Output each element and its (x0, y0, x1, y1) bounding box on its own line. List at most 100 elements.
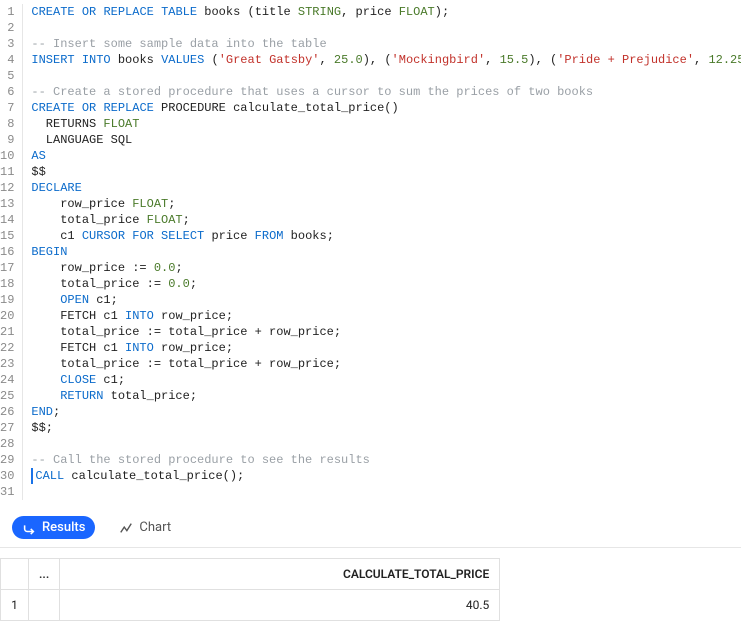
token-id: c1; (96, 373, 125, 387)
code-line[interactable]: CLOSE c1; (31, 372, 741, 388)
token-type: FLOAT (132, 197, 168, 211)
token-plain (75, 101, 82, 115)
code-line[interactable]: row_price := 0.0; (31, 260, 741, 276)
token-id: row_price (31, 197, 132, 211)
token-num: 0.0 (168, 277, 190, 291)
token-kw: VALUES (161, 53, 204, 67)
code-line[interactable] (31, 68, 741, 84)
token-plain (75, 5, 82, 19)
code-line[interactable]: total_price := 0.0; (31, 276, 741, 292)
token-id: ); (435, 5, 449, 19)
code-line[interactable]: $$; (31, 420, 741, 436)
code-line[interactable]: total_price FLOAT; (31, 212, 741, 228)
token-kw: INTO (82, 53, 111, 67)
token-plain (75, 53, 82, 67)
line-number: 9 (0, 132, 14, 148)
code-line[interactable]: FETCH c1 INTO row_price; (31, 308, 741, 324)
token-type: FLOAT (399, 5, 435, 19)
token-id: price (204, 229, 254, 243)
code-line[interactable]: LANGUAGE SQL (31, 132, 741, 148)
line-number: 28 (0, 436, 14, 452)
code-line[interactable] (31, 20, 741, 36)
token-id: ), ( (528, 53, 557, 67)
token-id: ; (190, 277, 197, 291)
dots-cell (29, 590, 60, 621)
line-number: 10 (0, 148, 14, 164)
line-number: 26 (0, 404, 14, 420)
token-cmt: -- Create a stored procedure that uses a… (31, 85, 593, 99)
token-id: ; (168, 197, 175, 211)
tab-chart[interactable]: Chart (109, 516, 181, 539)
code-line[interactable]: -- Call the stored procedure to see the … (31, 452, 741, 468)
token-id: books; (283, 229, 333, 243)
line-number: 24 (0, 372, 14, 388)
token-cmt: -- Insert some sample data into the tabl… (31, 37, 326, 51)
code-content[interactable]: CREATE OR REPLACE TABLE books (title STR… (31, 4, 741, 500)
token-cmt: -- Call the stored procedure to see the … (31, 453, 369, 467)
code-line[interactable]: $$ (31, 164, 741, 180)
code-line[interactable]: CREATE OR REPLACE TABLE books (title STR… (31, 4, 741, 20)
rownum-header (1, 559, 29, 590)
code-line[interactable]: BEGIN (31, 244, 741, 260)
token-id: , price (341, 5, 399, 19)
line-number: 21 (0, 324, 14, 340)
line-number: 19 (0, 292, 14, 308)
token-kw: BEGIN (31, 245, 67, 259)
code-editor[interactable]: 1234567891011121314151617181920212223242… (0, 0, 741, 500)
line-number: 20 (0, 308, 14, 324)
token-kw: CLOSE (31, 373, 96, 387)
token-id: ; (175, 261, 182, 275)
code-line[interactable] (31, 436, 741, 452)
token-id: c1 (31, 229, 81, 243)
tab-results[interactable]: Results (12, 516, 95, 539)
token-type: FLOAT (103, 117, 139, 131)
value-cell: 40.5 (60, 590, 500, 621)
token-kw: RETURN (31, 389, 103, 403)
code-line[interactable]: DECLARE (31, 180, 741, 196)
token-id: FETCH c1 (31, 341, 125, 355)
code-line[interactable]: CALL calculate_total_price(); (31, 468, 741, 484)
table-header-row: ... CALCULATE_TOTAL_PRICE (1, 559, 500, 590)
code-line[interactable]: AS (31, 148, 741, 164)
token-kw: CURSOR FOR SELECT (82, 229, 204, 243)
code-line[interactable]: END; (31, 404, 741, 420)
code-line[interactable]: INSERT INTO books VALUES ('Great Gatsby'… (31, 52, 741, 68)
token-id: RETURNS (31, 117, 103, 131)
code-line[interactable]: OPEN c1; (31, 292, 741, 308)
code-line[interactable]: RETURN total_price; (31, 388, 741, 404)
code-line[interactable]: total_price := total_price + row_price; (31, 356, 741, 372)
line-number: 13 (0, 196, 14, 212)
column-header[interactable]: CALCULATE_TOTAL_PRICE (60, 559, 500, 590)
code-line[interactable]: -- Create a stored procedure that uses a… (31, 84, 741, 100)
token-num: 0.0 (154, 261, 176, 275)
dots-header[interactable]: ... (29, 559, 60, 590)
token-kw: INSERT (31, 53, 74, 67)
token-id: books (111, 53, 161, 67)
token-kw: REPLACE (103, 101, 153, 115)
table-row[interactable]: 1 40.5 (1, 590, 500, 621)
line-number: 29 (0, 452, 14, 468)
code-line[interactable]: -- Insert some sample data into the tabl… (31, 36, 741, 52)
line-number: 5 (0, 68, 14, 84)
token-id: , (694, 53, 708, 67)
code-line[interactable] (31, 484, 741, 500)
code-line[interactable]: RETURNS FLOAT (31, 116, 741, 132)
token-id: $$ (31, 165, 45, 179)
code-line[interactable]: row_price FLOAT; (31, 196, 741, 212)
tab-results-label: Results (42, 520, 85, 535)
line-number: 23 (0, 356, 14, 372)
code-line[interactable]: c1 CURSOR FOR SELECT price FROM books; (31, 228, 741, 244)
token-kw: OR (82, 101, 96, 115)
code-line[interactable]: total_price := total_price + row_price; (31, 324, 741, 340)
token-id: total_price := (31, 277, 168, 291)
code-line[interactable]: CREATE OR REPLACE PROCEDURE calculate_to… (31, 100, 741, 116)
line-number: 17 (0, 260, 14, 276)
line-number: 18 (0, 276, 14, 292)
line-number: 8 (0, 116, 14, 132)
chart-icon (119, 521, 133, 535)
token-id: total_price := total_price + row_price; (31, 357, 341, 371)
token-str: 'Great Gatsby' (219, 53, 320, 67)
result-table: ... CALCULATE_TOTAL_PRICE 1 40.5 (0, 558, 500, 621)
code-line[interactable]: FETCH c1 INTO row_price; (31, 340, 741, 356)
token-kw: CREATE (31, 5, 74, 19)
